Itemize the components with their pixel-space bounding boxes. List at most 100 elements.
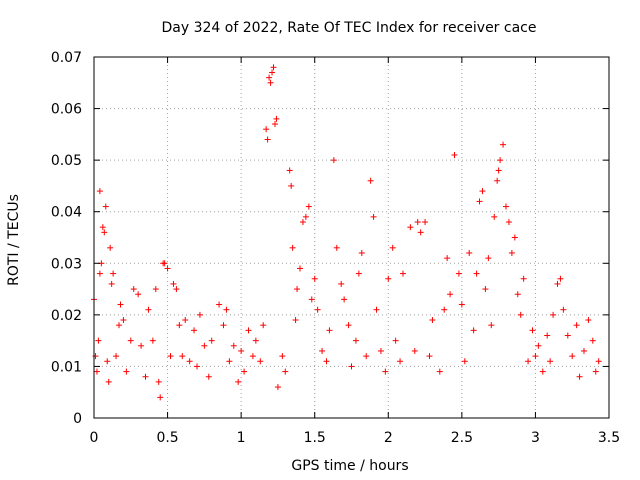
x-tick-label: 0 [90,430,99,446]
data-point [99,224,106,231]
data-point [241,368,248,375]
grid [94,57,609,418]
data-point [107,244,114,251]
data-point [182,317,189,324]
data-point [96,270,103,277]
data-point [270,64,277,71]
data-point [508,249,515,256]
axis-ticks: 0 0.5 1 1.5 2 2.5 3 3.5 0 0.01 0.02 0.03 0.04 0.05 0.0… [51,50,620,446]
data-point [560,306,567,313]
x-tick-label: 3.5 [598,430,620,446]
data-point [355,270,362,277]
y-tick-label: 0.06 [51,102,82,118]
data-point [167,353,174,360]
x-tick-label: 0.5 [156,430,178,446]
data-point [520,275,527,282]
data-point [194,363,200,370]
data-point [120,317,127,324]
data-point [161,260,168,267]
data-point [201,342,208,349]
y-tick-label: 0 [73,411,82,427]
data-point [495,167,502,174]
data-point [473,270,480,277]
data-point [279,353,286,360]
data-point [447,291,454,298]
data-point [400,270,406,277]
data-point [142,373,149,380]
data-point [216,301,223,308]
data-point [511,234,518,241]
y-tick-label: 0.05 [51,153,82,169]
data-point [348,363,355,370]
data-point [550,311,557,318]
data-point [274,384,281,391]
data-point [273,115,280,122]
data-point [476,198,483,205]
data-point [554,280,561,287]
data-point [116,322,123,329]
data-point [385,275,392,282]
data-point [392,337,399,344]
data-point [108,280,115,287]
y-tick-label: 0.03 [51,256,82,272]
data-point [292,317,299,324]
data-point [505,219,512,226]
y-tick-label: 0.04 [51,205,82,221]
x-tick-label: 2.5 [451,430,473,446]
data-point [529,327,536,334]
data-point [326,327,333,334]
data-point [152,286,159,293]
data-point [149,337,156,344]
data-point [269,69,276,76]
data-point [266,74,273,81]
data-point [585,317,592,324]
data-point [580,347,587,354]
data-point [264,136,271,143]
data-point [470,327,477,334]
data-point [319,347,326,354]
data-point [271,121,278,128]
data-point [220,322,227,329]
data-point [157,394,164,401]
data-point [245,327,252,334]
data-point [517,311,524,318]
data-point [176,322,183,329]
data-point [491,213,498,220]
data-point [382,368,389,375]
data-point [352,337,359,344]
data-point [173,286,180,293]
data-point [330,157,337,164]
plot-frame [93,56,610,419]
data-point [429,317,436,324]
data-point [573,322,580,329]
data-point [302,213,309,220]
data-point [127,337,134,344]
data-point [135,291,142,298]
data-point [514,291,521,298]
data-point [497,157,504,164]
data-point [485,255,492,262]
y-tick-label: 0.02 [51,308,82,324]
data-point [358,249,365,256]
data-point [205,373,212,380]
data-point [311,275,318,282]
data-point [164,265,171,272]
data-point [397,358,404,365]
data-point [252,337,259,344]
data-point [458,301,465,308]
data-point [417,229,424,236]
data-point [238,347,245,354]
data-point [503,203,509,210]
data-point [101,229,108,236]
data-point [595,358,602,365]
data-point [569,353,576,360]
y-axis-label: ROTI / TECUs [6,194,22,286]
data-point [123,368,130,375]
data-point [411,347,418,354]
data-point [257,358,264,365]
data-point [370,213,377,220]
data-point [110,270,117,277]
x-tick-label: 2 [384,430,393,446]
data-point [223,306,230,313]
